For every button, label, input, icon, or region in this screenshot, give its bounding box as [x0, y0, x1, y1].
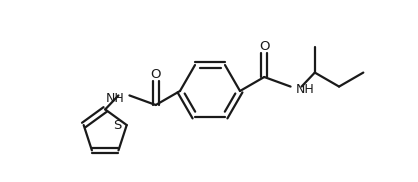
Text: O: O [259, 40, 270, 53]
Text: NH: NH [296, 83, 314, 96]
Text: S: S [113, 118, 122, 132]
Text: O: O [150, 68, 161, 81]
Text: NH: NH [106, 92, 125, 105]
